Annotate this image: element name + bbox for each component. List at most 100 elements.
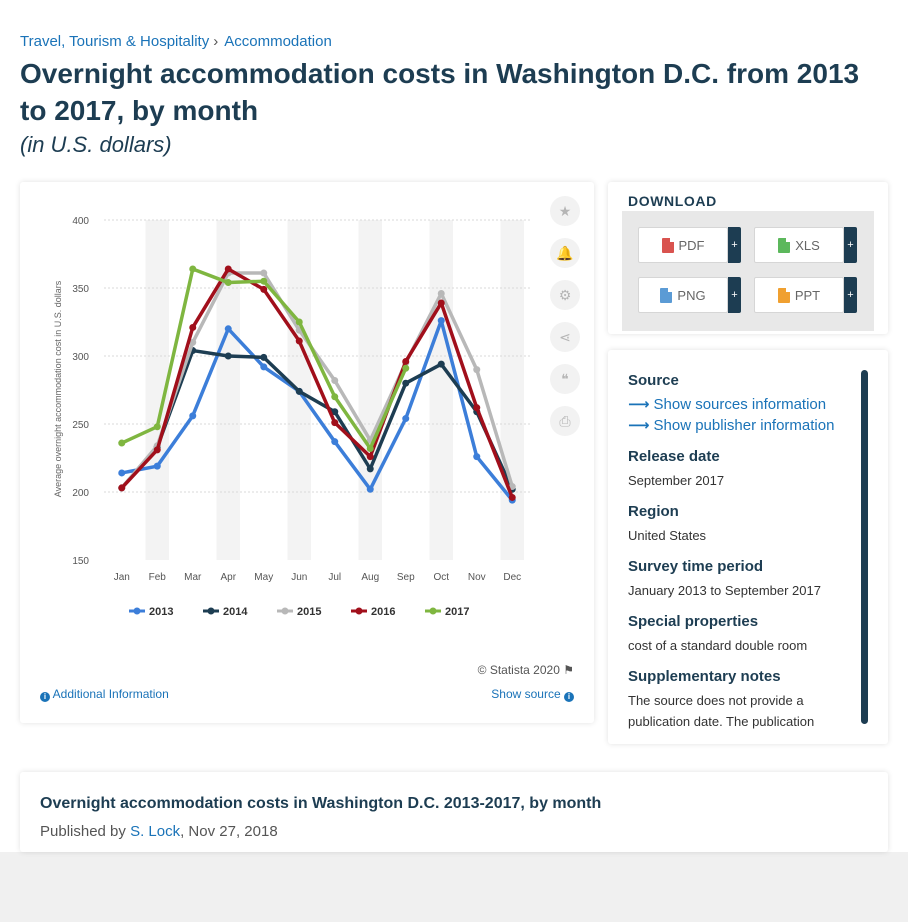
breadcrumb-current-link[interactable]: Accommodation <box>224 33 332 50</box>
data-point[interactable] <box>295 337 303 345</box>
download-xls-button[interactable]: XLS <box>754 227 844 263</box>
xls-file-icon <box>778 237 791 253</box>
show-publisher-link[interactable]: ⟶ Show publisher information <box>628 416 858 434</box>
download-pdf-plus-button[interactable]: + <box>728 227 741 263</box>
data-point[interactable] <box>331 419 339 427</box>
author-link[interactable]: S. Lock <box>130 823 181 840</box>
footer-card: Overnight accommodation costs in Washing… <box>20 772 888 852</box>
data-point[interactable] <box>118 469 126 477</box>
data-point[interactable] <box>189 265 197 273</box>
page-title: Overnight accommodation costs in Washing… <box>20 58 860 126</box>
data-point[interactable] <box>437 360 445 368</box>
data-point[interactable] <box>189 323 197 331</box>
download-ppt-plus-button[interactable]: + <box>844 277 857 313</box>
legend-item-2016[interactable]: 2016 <box>371 606 395 618</box>
share-icon[interactable]: ⋖ <box>550 322 580 352</box>
download-pdf-button[interactable]: PDF <box>638 227 728 263</box>
data-point[interactable] <box>473 453 481 461</box>
bell-icon[interactable]: 🔔 <box>550 238 580 268</box>
series-line-2016 <box>120 267 514 500</box>
data-point[interactable] <box>260 269 268 277</box>
y-tick-label: 300 <box>72 352 89 363</box>
data-point[interactable] <box>402 379 410 387</box>
additional-information-link[interactable]: i Additional Information <box>40 687 169 702</box>
legend-item-2013[interactable]: 2013 <box>149 606 173 618</box>
print-icon[interactable]: ⎙ <box>550 406 580 436</box>
data-point[interactable] <box>118 439 126 447</box>
legend-item-2017[interactable]: 2017 <box>445 606 469 618</box>
download-png-button[interactable]: PNG <box>638 277 728 313</box>
data-point[interactable] <box>295 318 303 326</box>
flag-icon[interactable]: ⚑ <box>563 663 574 677</box>
series-line-2014 <box>120 348 514 492</box>
data-point[interactable] <box>402 415 410 423</box>
statista-credit: © Statista 2020 ⚑ <box>478 663 574 677</box>
data-point[interactable] <box>260 353 268 361</box>
data-point[interactable] <box>331 376 339 384</box>
credit-text: © Statista 2020 <box>477 663 560 677</box>
x-tick-label: May <box>254 572 273 583</box>
data-point[interactable] <box>331 438 339 446</box>
data-point[interactable] <box>260 363 268 371</box>
scrollbar-thumb[interactable] <box>861 370 868 724</box>
breadcrumb-parent-link[interactable]: Travel, Tourism & Hospitality <box>20 33 210 50</box>
column-band <box>358 220 382 560</box>
data-point[interactable] <box>437 317 445 325</box>
data-point[interactable] <box>153 446 161 454</box>
data-point[interactable] <box>224 352 232 360</box>
data-point[interactable] <box>295 387 303 395</box>
data-point[interactable] <box>224 325 232 333</box>
data-point[interactable] <box>260 285 268 293</box>
download-xls-plus-button[interactable]: + <box>844 227 857 263</box>
series-line-2013 <box>120 318 514 502</box>
show-sources-link[interactable]: ⟶ Show sources information <box>628 395 858 413</box>
data-point[interactable] <box>366 485 374 493</box>
data-point[interactable] <box>473 404 481 412</box>
legend-marker <box>281 607 289 615</box>
survey-period-value: January 2013 to September 2017 <box>628 583 821 598</box>
download-ppt-button[interactable]: PPT <box>754 277 844 313</box>
data-point[interactable] <box>331 393 339 401</box>
legend-item-2015[interactable]: 2015 <box>297 606 321 618</box>
legend-marker <box>133 607 141 615</box>
gear-icon[interactable]: ⚙ <box>550 280 580 310</box>
special-properties-heading: Special properties <box>628 613 759 630</box>
data-point[interactable] <box>473 366 481 374</box>
data-point[interactable] <box>437 289 445 297</box>
page-footer-band <box>0 852 908 922</box>
data-point[interactable] <box>189 412 197 420</box>
data-point[interactable] <box>402 364 410 372</box>
data-point[interactable] <box>437 299 445 307</box>
data-point[interactable] <box>366 444 374 452</box>
show-source-link[interactable]: Show source i <box>491 687 574 702</box>
data-point[interactable] <box>118 484 126 492</box>
column-band <box>429 220 453 560</box>
legend-item-2014[interactable]: 2014 <box>223 606 248 618</box>
breadcrumb: Travel, Tourism & Hospitality › Accommodat… <box>20 33 332 50</box>
data-point[interactable] <box>224 279 232 287</box>
x-tick-label: Jan <box>114 572 130 583</box>
data-point[interactable] <box>224 265 232 273</box>
data-point[interactable] <box>189 338 197 346</box>
data-point[interactable] <box>331 408 339 416</box>
chart-toolbar: ★ 🔔 ⚙ ⋖ ❝ ⎙ <box>550 196 580 448</box>
quote-icon[interactable]: ❝ <box>550 364 580 394</box>
data-point[interactable] <box>508 493 516 501</box>
download-png-label: PNG <box>677 287 706 303</box>
data-point[interactable] <box>366 453 374 461</box>
data-point[interactable] <box>366 465 374 473</box>
additional-information-label: Additional Information <box>52 687 169 701</box>
data-point[interactable] <box>153 462 161 470</box>
ppt-file-icon <box>777 287 790 303</box>
show-publisher-label: Show publisher information <box>653 417 835 434</box>
download-png-plus-button[interactable]: + <box>728 277 741 313</box>
x-tick-label: Jun <box>291 572 307 583</box>
data-point[interactable] <box>402 357 410 365</box>
download-ppt-label: PPT <box>794 287 821 303</box>
data-point[interactable] <box>260 277 268 285</box>
release-date-heading: Release date <box>628 448 720 465</box>
download-title: DOWNLOAD <box>628 193 717 209</box>
download-buttons: PDF + XLS + PNG + PPT + <box>622 211 874 331</box>
star-icon[interactable]: ★ <box>550 196 580 226</box>
data-point[interactable] <box>153 423 161 431</box>
